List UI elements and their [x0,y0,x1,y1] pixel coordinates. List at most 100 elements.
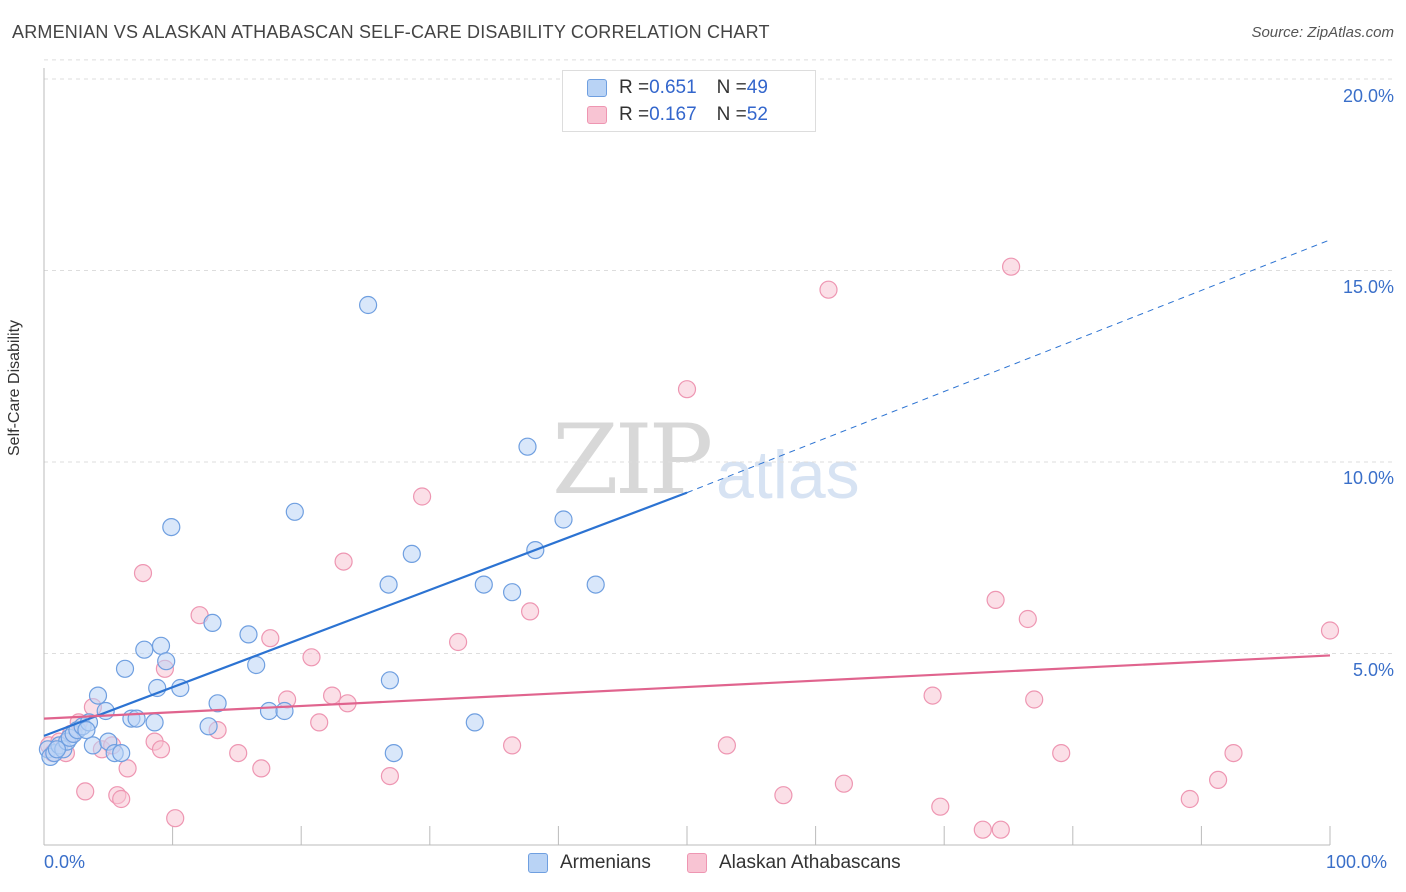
armenians-point [157,652,176,671]
alaskan-athabascans-swatch [587,106,607,124]
alaskan-athabascans-point [166,809,185,828]
chart-source: Source: ZipAtlas.com [1251,24,1394,41]
armenians-point [554,510,573,529]
alaskan-athabascans-point [834,774,854,793]
watermark-zip: ZIP [552,404,713,516]
legend-r-value: 0.651 [649,77,697,98]
series-legend: Armenians Alaskan Athabascans [0,852,1406,878]
legend-r-label: R = [619,104,650,125]
alaskan-athabascans-point [151,740,171,759]
alaskan-athabascans-trend-line [43,654,1331,720]
alaskan-athabascans-point [973,820,992,839]
y-tick-label: 15.0% [1342,277,1394,297]
alaskan-athabascans-point [774,786,793,805]
armenians-point [359,295,378,315]
legend-n-value: 49 [746,77,768,98]
alaskan-athabascans-point [302,648,321,667]
alaskan-athabascans-point [986,590,1005,610]
x-tick-label-min: 0.0% [44,852,86,872]
alaskan-athabascans-point [717,736,737,755]
legend-item-label: Armenians [560,852,651,873]
armenians-point [380,671,399,690]
alaskan-athabascans-point [991,820,1010,839]
armenians-point [239,625,258,644]
legend-n-value: 52 [746,104,768,125]
legend-item-label: Alaskan Athabascans [719,852,901,873]
armenians-point [247,655,266,675]
armenians-point [465,713,484,732]
armenians-point [275,701,294,721]
legend-row-alaskan-athabascans: R = 0.167 N = 52 [587,103,768,127]
watermark-atlas: atlas [716,437,860,513]
legend-r-label: R = [619,77,650,98]
alaskan-athabascans-point [923,686,942,705]
alaskan-athabascans-point [76,782,95,801]
armenians-point [285,502,304,521]
alaskan-athabascans-point [449,632,468,652]
alaskan-athabascans-point [819,280,838,299]
legend-n-label: N = [716,104,747,125]
y-tick-label: 10.0% [1342,468,1394,488]
legend-item-alaskan-athabascans[interactable]: Alaskan Athabascans [687,852,901,874]
alaskan-athabascans-point [118,759,137,778]
y-tick-label: 5.0% [1352,660,1394,680]
alaskan-athabascans-point [1025,690,1044,709]
armenians-point [88,686,108,705]
armenians-point [518,437,537,456]
armenians-point [47,740,67,759]
armenians-point [203,613,222,633]
armenians-point [384,743,403,763]
alaskan-athabascans-point [323,686,342,705]
armenians-point [379,575,398,594]
alaskan-athabascans-point [677,380,697,399]
armenians-point [77,720,96,740]
alaskan-athabascans-point [1052,743,1071,763]
armenians-point [162,517,181,537]
armenians-swatch [528,853,548,873]
armenians-trend-extension [686,239,1331,494]
armenians-swatch [587,79,607,97]
alaskan-athabascans-point [133,563,153,583]
alaskan-athabascans-point [261,629,280,648]
armenians-point [115,659,135,678]
alaskan-athabascans-point [334,552,353,571]
alaskan-athabascans-point [1224,743,1243,763]
y-axis-label: Self-Care Disability [6,319,23,456]
armenians-point [586,575,605,594]
alaskan-athabascans-point [229,743,248,763]
armenians-point [502,583,522,602]
alaskan-athabascans-point [1208,770,1228,790]
legend-n-label: N = [716,77,747,98]
alaskan-athabascans-point [520,602,540,621]
armenians-trend-line [43,491,688,737]
legend-r-value: 0.167 [649,104,697,125]
armenians-point [127,709,146,728]
legend-item-armenians[interactable]: Armenians [528,852,651,874]
armenians-point [83,736,103,755]
armenians-point [474,575,493,594]
alaskan-athabascans-point [931,797,950,816]
correlation-legend: R = 0.651 N = 49 R = 0.167 N = 52 [562,70,816,132]
alaskan-athabascans-point [502,736,522,755]
alaskan-athabascans-point [1320,621,1340,640]
alaskan-athabascans-swatch [687,853,707,873]
armenians-point [145,713,164,732]
armenians-point [135,640,154,659]
legend-row-armenians: R = 0.651 N = 49 [587,76,768,100]
armenians-point [112,743,131,763]
armenians-point [199,717,218,736]
alaskan-athabascans-point [1001,257,1021,276]
alaskan-athabascans-point [1018,609,1037,629]
armenians-point [208,694,227,713]
alaskan-athabascans-point [380,766,399,786]
y-tick-label: 20.0% [1342,86,1394,106]
alaskan-athabascans-point [310,713,329,732]
x-tick-label-max: 100.0% [1326,852,1388,872]
alaskan-athabascans-point [413,487,432,506]
alaskan-athabascans-point [112,789,131,809]
armenians-point [151,636,171,655]
armenians-point [259,701,279,721]
alaskan-athabascans-point [1180,789,1199,809]
armenians-point [402,544,421,564]
